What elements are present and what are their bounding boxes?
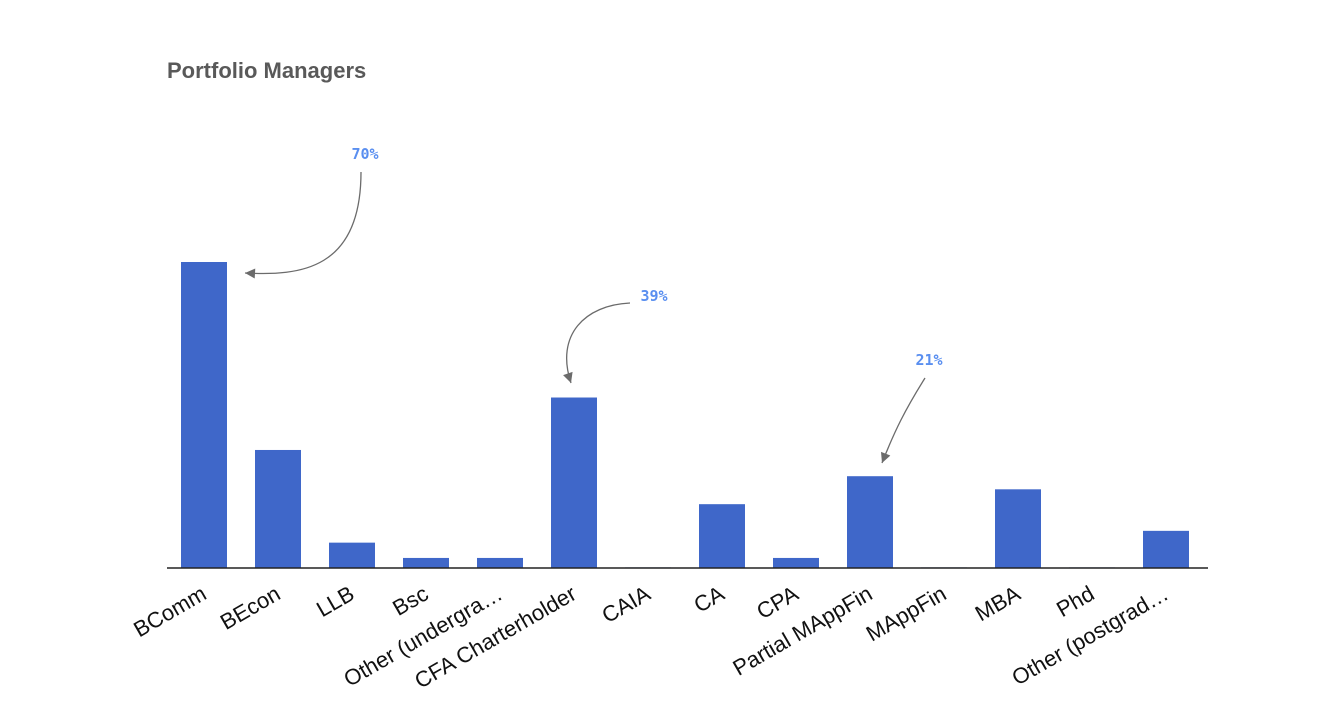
annotations-layer: 70% 39% 21% <box>244 145 943 464</box>
bar-cfa-charterholder <box>551 397 597 568</box>
annotation-label: 21% <box>915 351 942 369</box>
bar-becon <box>255 449 301 568</box>
bar-bcomm <box>181 262 227 568</box>
tick-label-mappfin: MAppFin <box>862 581 951 647</box>
tick-label-caia: CAIA <box>598 581 655 628</box>
bar-other-postgrad <box>1143 530 1189 568</box>
tick-label-cpa: CPA <box>752 581 803 625</box>
annotation-partial-mappfin: 21% <box>881 351 943 464</box>
bar-ca <box>699 504 745 568</box>
bar-mba <box>995 489 1041 568</box>
annotation-arrow <box>566 302 631 384</box>
annotation-arrow <box>881 377 926 464</box>
annotation-label: 70% <box>351 145 378 163</box>
bar-partial-mappfin <box>847 476 893 568</box>
annotation-arrow <box>244 171 362 275</box>
tick-label-mba: MBA <box>971 581 1025 627</box>
bar-bsc <box>403 557 449 568</box>
tick-label-bcomm: BComm <box>129 581 210 642</box>
tick-label-becon: BEcon <box>216 581 285 635</box>
tick-label-ca: CA <box>690 581 729 618</box>
arrow-head-icon <box>245 268 256 279</box>
bar-cpa <box>773 557 819 568</box>
bars-layer <box>181 262 1189 568</box>
tick-label-phd: Phd <box>1052 581 1098 622</box>
annotation-bcomm: 70% <box>244 145 379 279</box>
tick-label-bsc: Bsc <box>388 581 432 621</box>
tick-label-partial-mappfin: Partial MAppFin <box>728 581 876 681</box>
annotation-label: 39% <box>640 287 667 305</box>
annotation-cfa-charterholder: 39% <box>563 287 668 384</box>
chart-title: Portfolio Managers <box>167 58 366 83</box>
tick-label-llb: LLB <box>312 581 358 622</box>
arrow-head-icon <box>563 371 573 383</box>
bar-other-undergra <box>477 557 523 568</box>
arrow-head-icon <box>881 451 891 463</box>
bar-llb <box>329 542 375 568</box>
